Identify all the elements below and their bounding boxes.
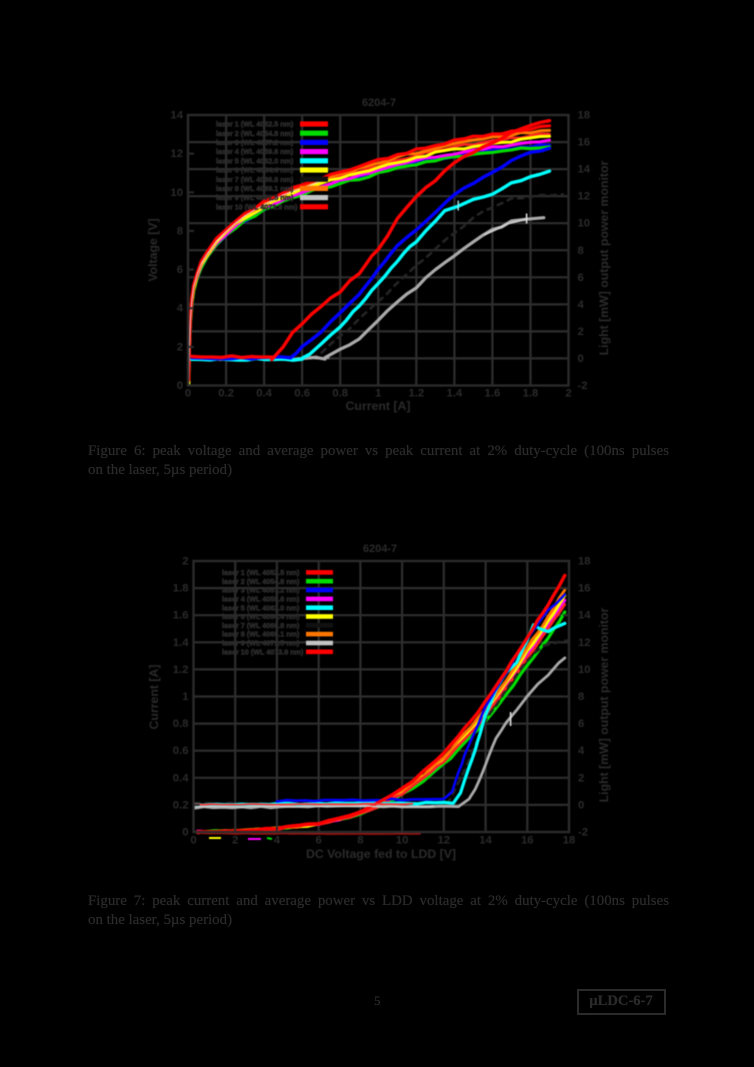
svg-text:12: 12 [170, 148, 183, 160]
svg-text:Current [A]: Current [A] [147, 665, 161, 730]
svg-text:laser 9 (WL 4071.5 nm): laser 9 (WL 4071.5 nm) [222, 639, 300, 648]
svg-text:2: 2 [565, 388, 571, 400]
svg-text:0: 0 [182, 827, 188, 839]
svg-text:laser 7 (WL 4066.8 nm): laser 7 (WL 4066.8 nm) [216, 175, 294, 184]
svg-text:12: 12 [578, 191, 591, 203]
svg-text:0.2: 0.2 [173, 799, 189, 811]
svg-text:laser 3 (WL 4057.2 nm): laser 3 (WL 4057.2 nm) [216, 138, 294, 147]
svg-text:laser 8 (WL 4069.1 nm): laser 8 (WL 4069.1 nm) [222, 630, 300, 639]
svg-text:10: 10 [396, 835, 409, 847]
svg-text:6204-7: 6204-7 [363, 543, 397, 555]
svg-text:0.4: 0.4 [256, 388, 272, 400]
svg-text:16: 16 [578, 583, 591, 595]
svg-text:18: 18 [578, 110, 591, 122]
svg-text:Light [mW] output power monito: Light [mW] output power monitor [597, 607, 611, 802]
svg-text:14: 14 [479, 835, 492, 847]
svg-text:-2: -2 [578, 827, 588, 839]
svg-text:0.8: 0.8 [173, 718, 189, 730]
svg-text:laser 4 (WL 4059.6 nm): laser 4 (WL 4059.6 nm) [222, 595, 300, 604]
svg-text:laser 8 (WL 4069.1 nm): laser 8 (WL 4069.1 nm) [216, 184, 294, 193]
svg-text:1.4: 1.4 [446, 388, 462, 400]
svg-text:8: 8 [578, 245, 584, 257]
svg-text:laser 5 (WL 4062.0 nm): laser 5 (WL 4062.0 nm) [222, 603, 300, 612]
svg-text:laser 6 (WL 4064.4 nm): laser 6 (WL 4064.4 nm) [222, 612, 300, 621]
svg-text:laser 10 (WL 4073.9 nm): laser 10 (WL 4073.9 nm) [222, 647, 304, 656]
svg-text:0: 0 [177, 380, 183, 392]
svg-text:6: 6 [177, 264, 183, 276]
svg-text:6: 6 [316, 835, 322, 847]
svg-text:1.6: 1.6 [173, 610, 189, 622]
svg-text:2: 2 [232, 835, 238, 847]
svg-text:0.8: 0.8 [332, 388, 348, 400]
svg-text:0.4: 0.4 [173, 772, 189, 784]
svg-text:16: 16 [578, 137, 591, 149]
svg-text:laser 3 (WL 4057.2 nm): laser 3 (WL 4057.2 nm) [222, 586, 300, 595]
svg-text:laser 6 (WL 4064.4 nm): laser 6 (WL 4064.4 nm) [216, 166, 294, 175]
svg-text:0.6: 0.6 [173, 745, 189, 757]
svg-text:10: 10 [578, 218, 591, 230]
svg-text:laser 7 (WL 4066.8 nm): laser 7 (WL 4066.8 nm) [222, 621, 300, 630]
svg-text:0: 0 [185, 388, 191, 400]
svg-text:4: 4 [274, 835, 281, 847]
svg-text:2: 2 [177, 341, 183, 353]
svg-text:0.6: 0.6 [294, 388, 310, 400]
svg-text:18: 18 [563, 835, 576, 847]
svg-text:14: 14 [578, 610, 591, 622]
svg-text:laser 1 (WL 4052.5 nm): laser 1 (WL 4052.5 nm) [216, 120, 294, 129]
svg-text:laser 2 (WL 4054.8 nm): laser 2 (WL 4054.8 nm) [216, 129, 294, 138]
svg-text:8: 8 [578, 691, 584, 703]
svg-text:2: 2 [578, 326, 584, 338]
svg-text:1.4: 1.4 [173, 637, 189, 649]
svg-text:laser 5 (WL 4062.0 nm): laser 5 (WL 4062.0 nm) [216, 156, 294, 165]
svg-text:8: 8 [357, 835, 363, 847]
svg-text:Voltage [V]: Voltage [V] [146, 218, 160, 281]
svg-text:laser 10 (WL 4073.9 nm): laser 10 (WL 4073.9 nm) [216, 202, 298, 211]
svg-text:12: 12 [578, 637, 591, 649]
svg-text:1: 1 [182, 691, 188, 703]
svg-text:6: 6 [578, 272, 584, 284]
svg-text:6204-7: 6204-7 [362, 97, 396, 109]
svg-text:8: 8 [177, 225, 183, 237]
svg-text:0.2: 0.2 [218, 388, 234, 400]
svg-text:laser 1 (WL 4052.5 nm): laser 1 (WL 4052.5 nm) [222, 568, 300, 577]
svg-text:Light [mW] output power monito: Light [mW] output power monitor [597, 160, 611, 355]
svg-text:1.2: 1.2 [408, 388, 424, 400]
svg-text:laser 9 (WL 4071.5 nm): laser 9 (WL 4071.5 nm) [216, 193, 294, 202]
svg-text:2: 2 [182, 556, 188, 568]
svg-text:1.8: 1.8 [523, 388, 539, 400]
svg-text:laser 4 (WL 4059.6 nm): laser 4 (WL 4059.6 nm) [216, 147, 294, 156]
svg-text:0: 0 [578, 799, 584, 811]
svg-text:12: 12 [438, 835, 451, 847]
svg-text:10: 10 [170, 187, 183, 199]
svg-text:0: 0 [190, 835, 196, 847]
svg-text:1.8: 1.8 [173, 583, 189, 595]
svg-text:-2: -2 [578, 380, 588, 392]
svg-text:10: 10 [578, 664, 591, 676]
svg-text:0: 0 [578, 353, 584, 365]
svg-text:laser 2 (WL 4054.8 nm): laser 2 (WL 4054.8 nm) [222, 577, 300, 586]
svg-text:4: 4 [578, 299, 585, 311]
svg-text:6: 6 [578, 718, 584, 730]
svg-text:4: 4 [177, 303, 184, 315]
svg-text:DC Voltage fed to LDD [V]: DC Voltage fed to LDD [V] [306, 847, 456, 861]
svg-text:1.6: 1.6 [485, 388, 501, 400]
svg-text:1: 1 [375, 388, 381, 400]
svg-text:16: 16 [521, 835, 534, 847]
svg-text:2: 2 [578, 772, 584, 784]
svg-text:14: 14 [578, 164, 591, 176]
svg-text:18: 18 [578, 556, 591, 568]
svg-text:1.2: 1.2 [173, 664, 189, 676]
svg-text:4: 4 [578, 745, 585, 757]
svg-text:14: 14 [170, 110, 183, 122]
svg-text:Current [A]: Current [A] [346, 399, 411, 413]
